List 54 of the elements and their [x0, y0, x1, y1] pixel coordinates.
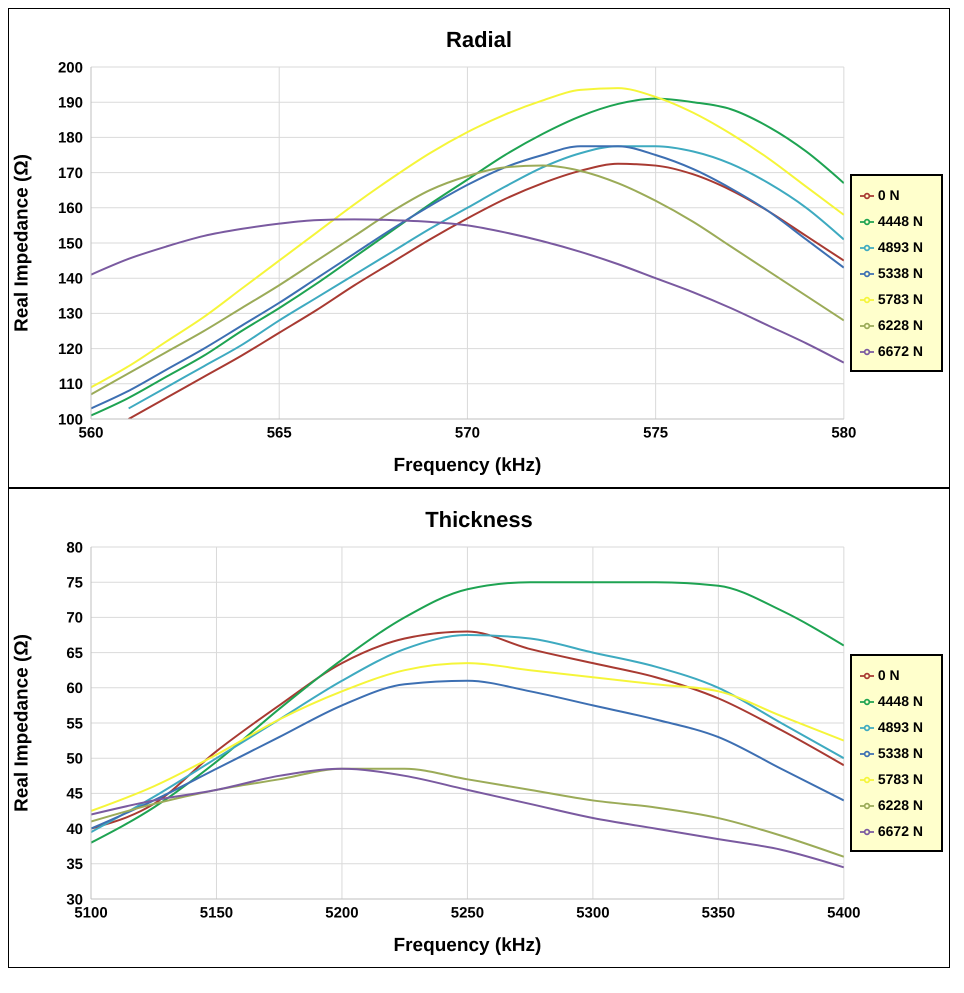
line-series [91, 581, 844, 844]
x-tick-label: 5400 [827, 904, 861, 922]
legend-label: 4448 N [878, 213, 923, 229]
legend-label: 0 N [878, 667, 900, 683]
y-axis-title: Real Impedance (Ω) [12, 154, 33, 332]
legend-label: 6228 N [878, 797, 923, 813]
y-tick-label: 180 [58, 130, 83, 147]
chart-title: Thickness [424, 506, 534, 534]
legend-label: 4893 N [878, 719, 923, 735]
y-tick-label: 170 [58, 164, 83, 182]
y-tick-label: 70 [66, 610, 83, 627]
y-tick-label: 45 [66, 786, 83, 803]
legend-label: 5338 N [878, 745, 923, 761]
y-tick-label: 160 [58, 200, 83, 218]
x-axis-title: Frequency (kHz) [394, 935, 542, 956]
y-tick-label: 60 [66, 680, 83, 698]
y-tick-label: 110 [58, 376, 83, 394]
x-tick-label: 575 [643, 424, 668, 442]
y-tick-label: 190 [58, 94, 83, 112]
legend-label: 6672 N [878, 823, 923, 839]
x-tick-label: 580 [831, 424, 856, 442]
x-tick-label: 5350 [702, 904, 736, 922]
y-tick-label: 35 [66, 856, 83, 874]
line-series [91, 662, 844, 812]
y-tick-label: 130 [58, 306, 83, 323]
x-tick-label: 5200 [325, 904, 359, 922]
y-tick-label: 200 [58, 59, 83, 76]
y-tick-label: 50 [66, 750, 83, 768]
x-tick-label: 5250 [450, 904, 484, 922]
x-axis-title: Frequency (kHz) [394, 455, 542, 476]
legend-label: 0 N [878, 187, 900, 203]
legend-label: 4893 N [878, 239, 923, 255]
x-tick-label: 565 [266, 424, 292, 442]
y-tick-label: 40 [66, 820, 83, 838]
legend-label: 6228 N [878, 317, 923, 333]
legend-label: 6672 N [878, 343, 923, 359]
legend-label: 5783 N [878, 771, 923, 787]
y-tick-label: 55 [66, 715, 83, 732]
legend-label: 5783 N [878, 291, 923, 307]
y-tick-label: 150 [58, 235, 83, 252]
y-tick-label: 120 [58, 340, 83, 358]
legend-label: 4448 N [878, 693, 923, 709]
y-axis-title: Real Impedance (Ω) [12, 634, 33, 812]
y-tick-label: 75 [66, 574, 83, 592]
line-series [91, 218, 844, 364]
chart-title: Radial [444, 26, 514, 54]
y-tick-label: 80 [66, 539, 83, 556]
x-tick-label: 5300 [576, 904, 610, 922]
y-tick-label: 140 [58, 270, 83, 288]
y-tick-label: 65 [66, 644, 83, 662]
legend-label: 5338 N [878, 265, 923, 281]
x-tick-label: 570 [454, 424, 480, 442]
line-series [91, 680, 844, 830]
x-tick-label: 5150 [200, 904, 234, 922]
